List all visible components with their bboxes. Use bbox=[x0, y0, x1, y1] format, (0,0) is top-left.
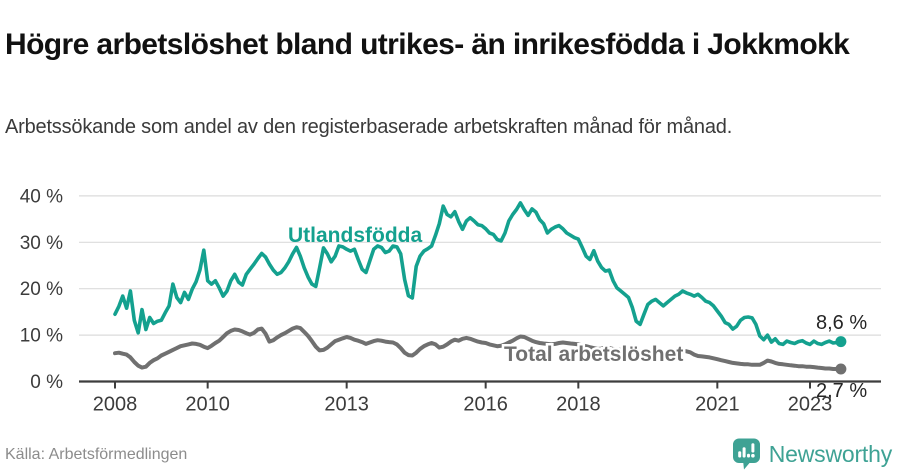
x-tick-label: 2013 bbox=[324, 394, 369, 416]
y-tick-label: 0 % bbox=[30, 372, 63, 393]
y-tick-label: 20 % bbox=[20, 279, 63, 300]
x-tick-label: 2018 bbox=[556, 394, 601, 416]
logo-bar-2 bbox=[742, 447, 746, 458]
y-tick-label: 10 % bbox=[20, 326, 63, 347]
logo-exclamation-dot bbox=[750, 453, 755, 458]
newsworthy-logo-icon bbox=[732, 438, 760, 470]
series-end-value-1: 2,7 % bbox=[816, 380, 867, 402]
series-end-value-0: 8,6 % bbox=[816, 312, 867, 334]
chart-canvas: 0 % 10 % 20 % 30 % 40 % 2008 2010 2013 2016 2018 2… bbox=[20, 186, 881, 416]
logo-bubble-shape bbox=[732, 438, 760, 470]
chart-subtitle: Arbetssökande som andel av den registerb… bbox=[5, 116, 733, 138]
logo-exclamation-line bbox=[751, 443, 755, 453]
source-note: Källa: Arbetsförmedlingen bbox=[5, 446, 188, 463]
newsworthy-brand: Newsworthy bbox=[732, 438, 892, 470]
series-label-1: Total arbetslöshet bbox=[504, 343, 683, 366]
series-end-dot-0 bbox=[835, 336, 847, 348]
x-tick-label: 2016 bbox=[463, 394, 508, 416]
y-tick-label: 40 % bbox=[20, 186, 63, 207]
logo-bar-3 bbox=[746, 453, 750, 458]
page-title: Högre arbetslöshet bland utrikes- än inr… bbox=[5, 28, 850, 62]
line-chart: 0 % 10 % 20 % 30 % 40 % 2008 2010 2013 2016 2018 2… bbox=[0, 168, 900, 425]
series-line-0 bbox=[113, 201, 843, 347]
x-tick-label: 2008 bbox=[93, 394, 138, 416]
logo-bar-1 bbox=[737, 451, 741, 458]
y-tick-label: 30 % bbox=[20, 233, 63, 254]
series-end-dot-1 bbox=[835, 363, 847, 375]
series-line-1 bbox=[113, 325, 843, 371]
x-tick-label: 2010 bbox=[185, 394, 230, 416]
x-tick-label: 2023 bbox=[788, 394, 833, 416]
x-tick-label: 2021 bbox=[695, 394, 740, 416]
brand-wordmark: Newsworthy bbox=[768, 440, 892, 467]
series-label-0: Utlandsfödda bbox=[288, 224, 422, 247]
